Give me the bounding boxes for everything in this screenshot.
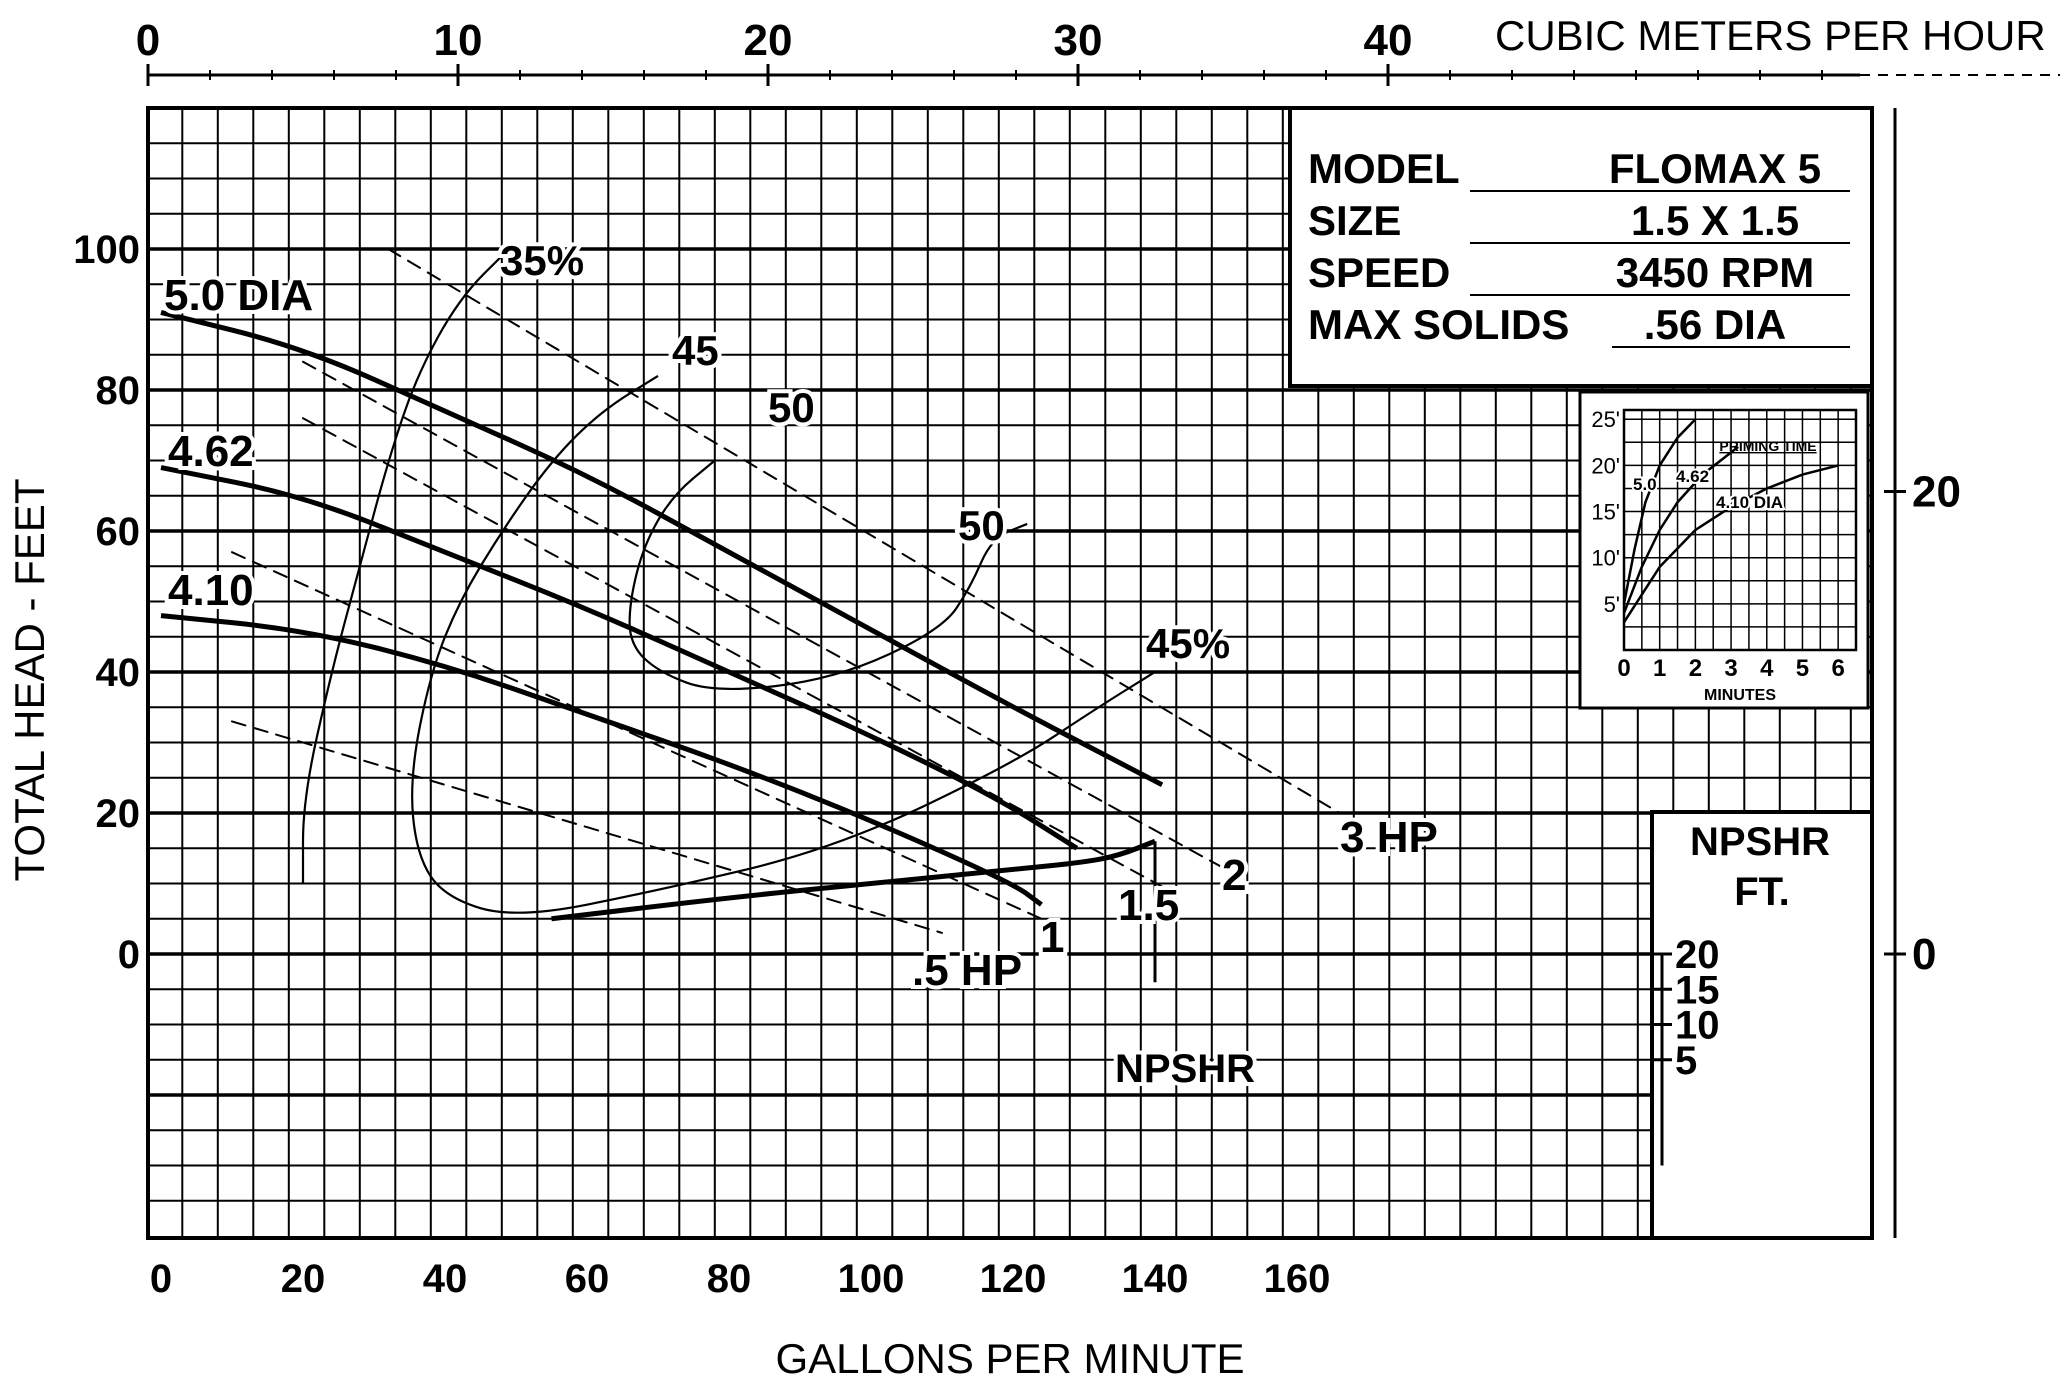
hp-line: [231, 551, 1043, 920]
inset-series-label: 5.0: [1633, 475, 1657, 494]
hp-line: [302, 360, 1227, 871]
efficiency-curve: [628, 459, 1028, 691]
inset-x-tick-label: 6: [1831, 655, 1844, 682]
x-tick-label: 20: [281, 1257, 326, 1301]
x-tick-label: 80: [707, 1257, 752, 1301]
hp-line-label: .5 HP: [912, 946, 1022, 995]
inset-x-label: MINUTES: [1704, 687, 1776, 704]
info-box-key: MAX SOLIDS: [1308, 301, 1569, 348]
y-tick-label: 20: [96, 792, 141, 836]
head-curve-label: 4.10: [168, 566, 254, 615]
hp-line: [302, 417, 1171, 892]
info-box-value: 1.5 X 1.5: [1631, 197, 1799, 244]
inset-x-tick-label: 4: [1760, 655, 1774, 682]
y-tick-label: 40: [96, 651, 141, 695]
inset-y-tick-label: 10': [1591, 546, 1620, 571]
x-tick-label: 160: [1264, 1257, 1331, 1301]
npshr-curve: [551, 838, 1156, 922]
info-box-value: .56 DIA: [1644, 301, 1786, 348]
inset-x-tick-label: 2: [1689, 655, 1702, 682]
inset-y-tick-label: 15': [1591, 500, 1620, 525]
x-tick-label: 40: [423, 1257, 468, 1301]
y-tick-label: 80: [96, 369, 141, 413]
inset-series-line: [1622, 445, 1739, 614]
top-axis-tick-label: 30: [1054, 16, 1103, 65]
axes: 0 20 40 60 80 100 120 140 160020406080100GALLONS…: [6, 12, 2060, 1380]
npshr-curve-label: NPSHR: [1115, 1047, 1255, 1091]
npshr-axis-tick-label: 15: [1675, 968, 1720, 1012]
inset-x-tick-label: 5: [1796, 655, 1809, 682]
top-axis-tick-label: 0: [136, 16, 160, 65]
y-tick-label: 60: [96, 510, 141, 554]
npshr-axis-tick-label: 10: [1675, 1004, 1720, 1048]
inset-series-label: 4.62: [1676, 467, 1709, 486]
right-axis-tick-label: 20: [1912, 468, 1961, 517]
y-tick-label: 100: [73, 228, 140, 272]
head-curve: [160, 465, 1079, 851]
inset-y-tick-label: 25': [1591, 407, 1620, 432]
top-axis-tick-label: 20: [744, 16, 793, 65]
inset-x-tick-label: 3: [1724, 655, 1737, 682]
hp-line: [387, 248, 1341, 814]
y-axis-label: TOTAL HEAD - FEET: [6, 479, 53, 882]
inset-plot-frame: [1622, 408, 1858, 652]
inset-series-line: [1622, 464, 1839, 623]
info-box-key: SPEED: [1308, 249, 1450, 296]
inset-x-tick-label: 1: [1653, 655, 1666, 682]
head-curve-label: 4.62: [168, 427, 254, 476]
x-tick-label: 140: [1122, 1257, 1189, 1301]
hp-line-label: 1: [1040, 913, 1064, 962]
x-tick-label: 60: [565, 1257, 610, 1301]
efficiency-label: 35%: [500, 237, 584, 284]
info-box-value: 3450 RPM: [1616, 249, 1814, 296]
inset-x-tick-label: 0: [1617, 655, 1630, 682]
x-axis-label: GALLONS PER MINUTE: [775, 1335, 1244, 1380]
grid: [146, 106, 1874, 1240]
inset-y-tick-label: 5': [1604, 592, 1620, 617]
y-tick-label: 0: [118, 933, 140, 977]
top-axis-tick-label: 10: [434, 16, 483, 65]
head-curve-label: 5.0 DIA: [164, 271, 313, 320]
x-tick-label: 100: [838, 1257, 905, 1301]
top-axis-tick-label: 40: [1364, 16, 1413, 65]
efficiency-label: 50: [958, 502, 1005, 549]
npshr-axis-tick-label: 5: [1675, 1039, 1697, 1083]
info-box-frame: [1288, 106, 1874, 388]
x-tick-label: 120: [980, 1257, 1047, 1301]
info-box-key: MODEL: [1308, 145, 1460, 192]
hp-line-label: 2: [1222, 851, 1246, 900]
inset-y-tick-label: 20': [1591, 453, 1620, 478]
top-axis-label: CUBIC METERS PER HOUR: [1495, 12, 2046, 59]
efficiency-label: 50: [768, 384, 815, 431]
hp-line-label: 1.5: [1118, 881, 1179, 930]
inset-series-line: [1622, 418, 1697, 605]
info-box-key: SIZE: [1308, 197, 1401, 244]
info-box-value: FLOMAX 5: [1609, 145, 1821, 192]
npshr-axis-title: FT.: [1734, 870, 1790, 914]
x-tick-label: 0: [150, 1257, 172, 1301]
inset-series-label: 4.10 DIA: [1716, 493, 1783, 512]
npshr-axis-title: NPSHR: [1690, 820, 1830, 864]
inset-title: PRIMING TIME: [1719, 438, 1816, 454]
efficiency-curve: [301, 248, 510, 884]
right-axis-tick-label: 0: [1912, 930, 1936, 979]
head-curve: [160, 310, 1164, 788]
priming-time-inset: 5' 10' 15' 20' 25' 0 1 2 3 4 5 6 MINUTES PRIMING TIME…: [1578, 390, 1870, 710]
npshr-axis-box: [1650, 810, 1874, 1240]
efficiency-curve: [411, 374, 1156, 914]
efficiency-label: 45%: [1146, 620, 1230, 667]
npshr-axis-tick-label: 20: [1675, 933, 1720, 977]
hp-line: [231, 720, 943, 934]
efficiency-label: 45: [672, 327, 719, 374]
head-curve: [160, 613, 1043, 907]
curves: 5.0 DIA 4.62 4.10 .5 HP 1 1.5 2 3 HP 35% 45 50 50 45…: [160, 233, 1442, 1095]
hp-line-label: 3 HP: [1340, 813, 1438, 862]
